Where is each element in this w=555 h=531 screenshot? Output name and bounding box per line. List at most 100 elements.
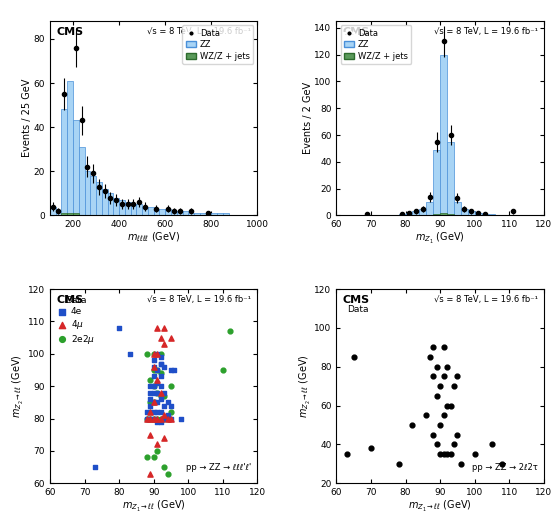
X-axis label: $m_{Z_1\rightarrow\ell\ell}$ (GeV): $m_{Z_1\rightarrow\ell\ell}$ (GeV) (408, 499, 472, 513)
Point (470, 450, 479, 458)
Bar (137, 204, 142, 216)
2e2$\mu$ (163, 414, 172, 423)
Bar (426, 202, 433, 216)
2e2$\mu$ (143, 453, 152, 461)
Point (342, 450, 351, 458)
Y-axis label: $m_{Z_2\rightarrow\ell\ell}$ (GeV): $m_{Z_2\rightarrow\ell\ell}$ (GeV) (298, 354, 313, 418)
Point (442, 363, 451, 371)
2e2$\mu$ (160, 414, 169, 423)
Bar (62, 213, 67, 216)
Bar (223, 213, 229, 216)
X-axis label: $m_{Z_1\rightarrow\ell\ell}$ (GeV): $m_{Z_1\rightarrow\ell\ell}$ (GeV) (122, 499, 185, 513)
4e (146, 408, 155, 416)
4e (153, 398, 162, 407)
Bar (171, 211, 177, 216)
4$\mu$ (156, 388, 165, 397)
4e (143, 408, 152, 416)
4$\mu$ (149, 349, 158, 358)
Point (429, 372, 438, 381)
Bar (73, 213, 79, 216)
4$\mu$ (160, 411, 169, 419)
Point (436, 450, 445, 458)
Bar (468, 211, 475, 216)
Bar (205, 213, 211, 216)
Point (394, 459, 403, 468)
4e (156, 359, 165, 368)
Bar (73, 121, 79, 216)
4e (156, 395, 165, 404)
4e (177, 414, 186, 423)
Bar (183, 211, 188, 216)
4$\mu$ (149, 398, 158, 407)
Point (425, 353, 434, 361)
4e (153, 417, 162, 426)
4e (146, 388, 155, 397)
2e2$\mu$ (163, 469, 172, 478)
4e (115, 324, 124, 332)
4e (153, 349, 162, 358)
Point (453, 431, 462, 439)
Bar (433, 150, 440, 216)
4e (160, 401, 169, 410)
Bar (79, 147, 84, 216)
2e2$\mu$ (149, 398, 158, 407)
Bar (217, 213, 223, 216)
4e (146, 382, 155, 390)
Bar (200, 213, 205, 216)
4$\mu$ (160, 434, 169, 442)
Text: Data: Data (347, 305, 368, 314)
2e2$\mu$ (143, 414, 152, 423)
Bar (188, 213, 194, 216)
Bar (62, 109, 67, 216)
Bar (96, 182, 102, 216)
2e2$\mu$ (153, 388, 162, 397)
2e2$\mu$ (153, 414, 162, 423)
4e (153, 408, 162, 416)
Legend: Data, ZZ, WZ/Z + jets: Data, ZZ, WZ/Z + jets (341, 25, 411, 64)
X-axis label: $m_{\ell\ell\ell\ell}$ (GeV): $m_{\ell\ell\ell\ell}$ (GeV) (127, 230, 180, 244)
2e2$\mu$ (146, 414, 155, 423)
4$\mu$ (153, 375, 162, 384)
Bar (454, 202, 461, 216)
2e2$\mu$ (153, 447, 162, 455)
Point (432, 363, 441, 371)
4$\mu$ (146, 431, 155, 439)
Point (432, 392, 441, 400)
4e (160, 388, 169, 397)
Bar (398, 214, 406, 216)
2e2$\mu$ (149, 349, 158, 358)
Bar (67, 81, 73, 216)
Bar (412, 211, 420, 216)
4e (149, 414, 158, 423)
Point (446, 401, 455, 410)
Text: √s = 8 TeV, L = 19.6 fb⁻¹: √s = 8 TeV, L = 19.6 fb⁻¹ (147, 295, 251, 304)
Bar (488, 214, 496, 216)
2e2$\mu$ (149, 414, 158, 423)
Point (442, 450, 451, 458)
Bar (211, 213, 217, 216)
Bar (148, 207, 154, 216)
Bar (142, 207, 148, 216)
4e (163, 411, 172, 419)
Text: CMS: CMS (342, 295, 370, 305)
4$\mu$ (149, 414, 158, 423)
Y-axis label: Events / 25 GeV: Events / 25 GeV (22, 79, 32, 158)
Point (439, 372, 448, 381)
Point (439, 450, 448, 458)
Point (456, 459, 465, 468)
Bar (433, 214, 440, 216)
Text: √s = 8 TeV, L = 19.6 fb⁻¹: √s = 8 TeV, L = 19.6 fb⁻¹ (433, 27, 538, 36)
Bar (102, 189, 108, 216)
Bar (420, 209, 426, 216)
Bar (406, 213, 412, 216)
Point (429, 431, 438, 439)
2e2$\mu$ (149, 453, 158, 461)
Bar (56, 211, 62, 216)
4e (146, 395, 155, 404)
Point (442, 401, 451, 410)
Bar (475, 213, 482, 216)
Bar (461, 209, 468, 216)
4$\mu$ (146, 414, 155, 423)
Text: CMS: CMS (56, 295, 83, 305)
4e (125, 349, 134, 358)
